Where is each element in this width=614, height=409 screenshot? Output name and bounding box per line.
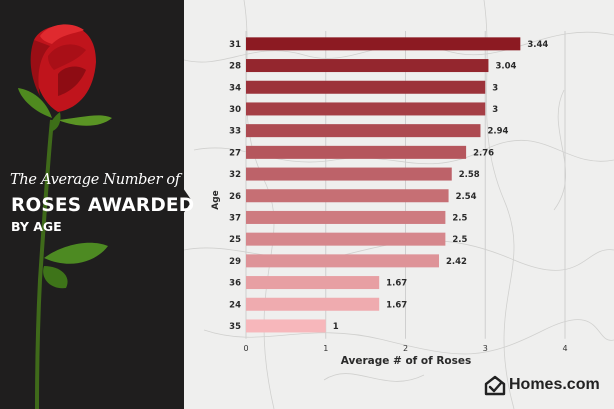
category-labels: 31 28 34 30 33 27 32 26 37 25 29 36 24 35 bbox=[229, 40, 241, 332]
value-label: 2.54 bbox=[456, 192, 477, 202]
x-axis-label: Average # of of Roses bbox=[341, 355, 472, 367]
category-label: 25 bbox=[229, 235, 241, 245]
value-label: 1.67 bbox=[386, 300, 407, 310]
category-label: 31 bbox=[229, 40, 241, 50]
value-label: 3.04 bbox=[495, 62, 516, 72]
category-label: 36 bbox=[229, 279, 241, 289]
chart-subtitle: BY AGE bbox=[11, 219, 62, 234]
category-label: 35 bbox=[229, 322, 241, 332]
bar bbox=[246, 232, 446, 246]
x-tick-label: 1 bbox=[323, 344, 328, 353]
category-label: 34 bbox=[229, 83, 241, 93]
value-label: 3 bbox=[492, 83, 498, 93]
x-tick-label: 2 bbox=[403, 344, 408, 353]
value-label: 2.58 bbox=[459, 170, 480, 180]
chart-title: ROSES AWARDED bbox=[11, 195, 195, 216]
value-label: 2.5 bbox=[452, 213, 467, 223]
value-label: 2.76 bbox=[473, 148, 494, 158]
gridlines bbox=[245, 31, 566, 339]
bar bbox=[246, 297, 380, 311]
bar bbox=[246, 210, 446, 224]
category-label: 32 bbox=[229, 170, 241, 180]
category-label: 29 bbox=[229, 257, 241, 267]
category-label: 33 bbox=[229, 127, 241, 137]
house-check-icon bbox=[484, 375, 506, 396]
bar bbox=[246, 276, 380, 290]
x-tick-label: 4 bbox=[562, 344, 567, 353]
bar bbox=[246, 59, 489, 73]
brand-name: Homes.com bbox=[509, 376, 600, 393]
value-label: 2.42 bbox=[446, 257, 467, 267]
category-label: 27 bbox=[229, 148, 241, 158]
bar bbox=[246, 80, 486, 94]
bar bbox=[246, 145, 467, 159]
bar bbox=[246, 102, 486, 116]
value-label: 3 bbox=[492, 105, 498, 115]
category-label: 26 bbox=[229, 192, 241, 202]
title-pointer bbox=[183, 188, 192, 214]
x-tick-label: 0 bbox=[243, 344, 248, 353]
category-label: 37 bbox=[229, 213, 241, 223]
x-tick-labels: 0 1 2 3 4 bbox=[243, 344, 567, 353]
category-label: 30 bbox=[229, 105, 241, 115]
rose-illustration bbox=[18, 24, 112, 409]
bar bbox=[246, 254, 439, 268]
title-script-line: The Average Number of bbox=[10, 172, 180, 188]
bar bbox=[246, 319, 326, 333]
bar bbox=[246, 124, 481, 138]
value-label: 1 bbox=[333, 322, 339, 332]
homes-logo: Homes.com bbox=[484, 374, 600, 396]
bar bbox=[246, 37, 521, 51]
value-labels: 3.44 3.04 3 3 2.94 2.76 2.58 2.54 2.5 2.5 2.42 1.67… bbox=[333, 40, 549, 332]
category-label: 24 bbox=[229, 300, 241, 310]
bar bbox=[246, 167, 452, 181]
category-label: 28 bbox=[229, 62, 241, 72]
value-label: 2.5 bbox=[452, 235, 467, 245]
bars bbox=[246, 37, 521, 333]
bar bbox=[246, 189, 449, 203]
y-axis-label: Age bbox=[211, 190, 221, 210]
x-tick-label: 3 bbox=[483, 344, 488, 353]
value-label: 2.94 bbox=[487, 127, 508, 137]
value-label: 3.44 bbox=[527, 40, 548, 50]
value-label: 1.67 bbox=[386, 279, 407, 289]
